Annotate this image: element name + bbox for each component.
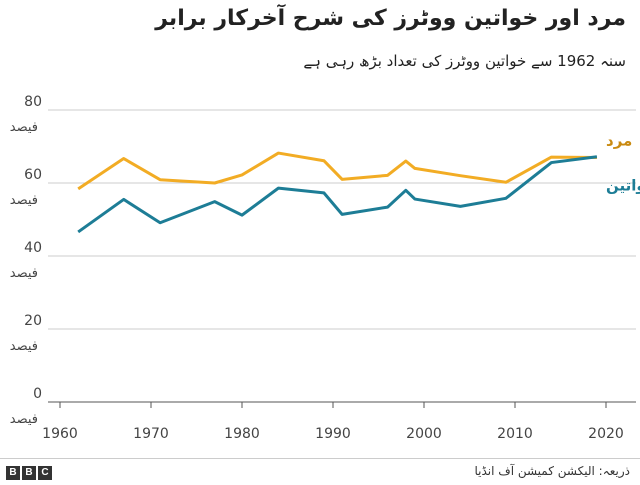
y-tick-unit: فیصد: [10, 266, 38, 281]
chart-title: مرد اور خواتین ووٹرز کی شرح آخرکار برابر: [155, 6, 626, 31]
y-tick-label: 0: [33, 386, 42, 402]
logo-letter: C: [38, 466, 52, 480]
series-line-1: [77, 155, 598, 234]
x-tick-label: 2020: [588, 426, 624, 442]
y-tick-label: 80: [24, 94, 42, 110]
series-label-1: خواتین: [606, 177, 640, 195]
source-note: ذریعہ: الیکشن کمیشن آف انڈیا: [474, 464, 630, 478]
logo-letter: B: [22, 466, 36, 480]
x-tick-label: 1970: [133, 426, 169, 442]
series-label-0: مرد: [606, 131, 632, 149]
x-tick-label: 1960: [42, 426, 78, 442]
x-tick-label: 2010: [497, 426, 533, 442]
chart-subtitle: سنہ 1962 سے خواتین ووٹرز کی تعداد بڑھ رہ…: [303, 52, 626, 70]
y-tick-label: 20: [24, 313, 42, 329]
x-tick-label: 2000: [406, 426, 442, 442]
y-tick-unit: فیصد: [10, 412, 38, 427]
x-tick-label: 1980: [224, 426, 260, 442]
logo-letter: B: [6, 466, 20, 480]
y-tick-unit: فیصد: [10, 120, 38, 135]
y-tick-label: 60: [24, 167, 42, 183]
y-tick-unit: فیصد: [10, 339, 38, 354]
line-chart: 0 فیصد 20 فیصد 40 فیصد 60 فیصد 80 فیصد 1960 1970 198…: [10, 94, 640, 442]
y-tick-unit: فیصد: [10, 193, 38, 208]
x-tick-label: 1990: [315, 426, 351, 442]
y-tick-label: 40: [24, 240, 42, 256]
